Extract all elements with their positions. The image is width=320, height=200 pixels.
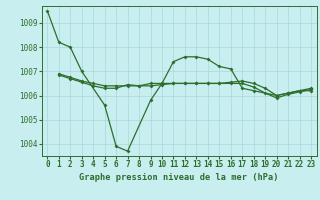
X-axis label: Graphe pression niveau de la mer (hPa): Graphe pression niveau de la mer (hPa): [79, 173, 279, 182]
